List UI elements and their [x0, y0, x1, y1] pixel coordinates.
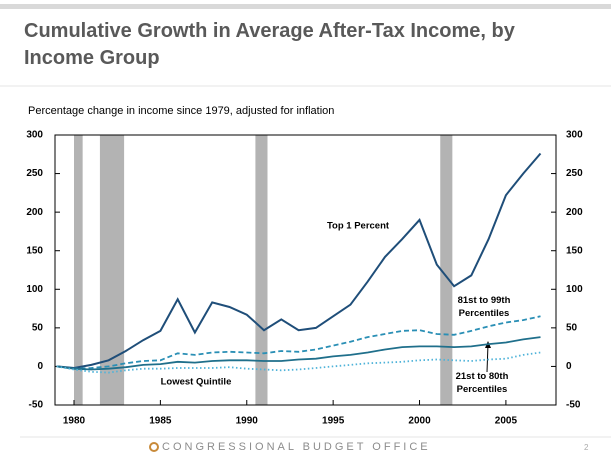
y2-tick-label: 250	[566, 168, 583, 179]
series-line	[56, 315, 541, 370]
recession-band	[255, 135, 268, 405]
recession-band	[99, 135, 125, 405]
y-tick-label: 200	[26, 207, 43, 218]
x-tick-label: 2005	[495, 416, 518, 427]
x-tick-label: 1990	[236, 416, 259, 427]
y-tick-label: 0	[37, 361, 43, 372]
y-tick-label: 300	[26, 130, 43, 141]
chart-title: Cumulative Growth in Average After-Tax I…	[24, 20, 516, 69]
y2-tick-label: 300	[566, 130, 583, 141]
y-tick-label: 50	[32, 322, 44, 333]
plot-frame	[54, 134, 557, 406]
chart-subtitle: Percentage change in income since 1979, …	[28, 105, 334, 117]
series-line	[56, 351, 541, 374]
page-number: 2	[584, 443, 589, 452]
x-tick-label: 2000	[408, 416, 431, 427]
x-tick-label: 1995	[322, 416, 345, 427]
footer-logo	[149, 442, 159, 452]
top-bar	[0, 4, 611, 9]
y-tick-label: -50	[29, 400, 44, 411]
y-tick-label: 250	[26, 168, 43, 179]
annotation-arrow	[486, 343, 489, 373]
series-annotation: Top 1 Percent	[327, 221, 390, 232]
series-line	[56, 152, 542, 370]
series-annotation: 81st to 99th Percentiles	[458, 295, 511, 319]
y2-tick-label: -50	[566, 400, 581, 411]
series-line	[56, 336, 541, 371]
series-annotation: Lowest Quintile	[161, 377, 232, 388]
footer-text: CONGRESSIONAL BUDGET OFFICE	[162, 441, 431, 453]
y-tick-label: 150	[26, 245, 43, 256]
series-annotation: 21st to 80th Percentiles	[456, 371, 509, 395]
recession-band	[74, 135, 83, 405]
x-tick-label: 1980	[63, 416, 86, 427]
y2-tick-label: 50	[566, 322, 578, 333]
y2-tick-label: 150	[566, 245, 583, 256]
y2-tick-label: 200	[566, 207, 583, 218]
recession-band	[440, 135, 453, 405]
x-tick-label: 1985	[149, 416, 172, 427]
y-tick-label: 100	[26, 284, 43, 295]
y2-tick-label: 100	[566, 284, 583, 295]
y2-tick-label: 0	[566, 361, 572, 372]
